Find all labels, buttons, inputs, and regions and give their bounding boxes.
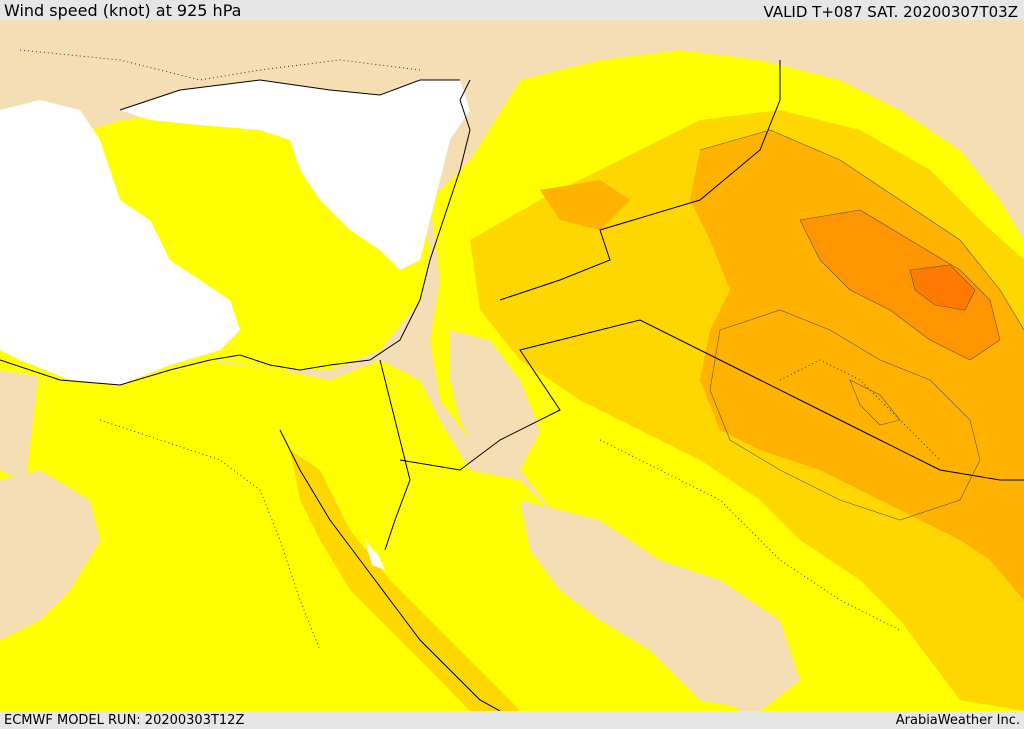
missing-data-sea-west (0, 100, 240, 385)
country-borders-dotted (19, 49, 941, 651)
calm-lobe-levant (450, 330, 540, 470)
wind-speed-map (0, 20, 1024, 711)
wind-band-level2-redsea (290, 450, 520, 711)
map-title: Wind speed (knot) at 925 hPa (4, 1, 242, 20)
missing-data-redsea-tip (365, 540, 385, 570)
wind-band-level1-egypt (0, 360, 740, 711)
coastlines (0, 60, 1024, 711)
title-bar: Wind speed (knot) at 925 hPa VALID T+087… (0, 0, 1024, 21)
credit: ArabiaWeather Inc. (895, 713, 1020, 728)
wind-band-level5-core (910, 265, 975, 310)
wind-band-level3-iraq (690, 130, 1024, 600)
model-run: ECMWF MODEL RUN: 20200303T12Z (4, 713, 245, 728)
footer-bar: ECMWF MODEL RUN: 20200303T12Z ArabiaWeat… (0, 711, 1024, 729)
contour-lines (699, 129, 1024, 521)
valid-time: VALID T+087 SAT. 20200307T03Z (763, 3, 1018, 21)
calm-lobe-hejaz (520, 500, 800, 711)
calm-lobe-egypt (0, 470, 100, 640)
wind-band-level3-syria-core (540, 180, 630, 230)
missing-data-sea-east (120, 80, 470, 270)
wind-band-level4-iraq (800, 210, 1000, 360)
